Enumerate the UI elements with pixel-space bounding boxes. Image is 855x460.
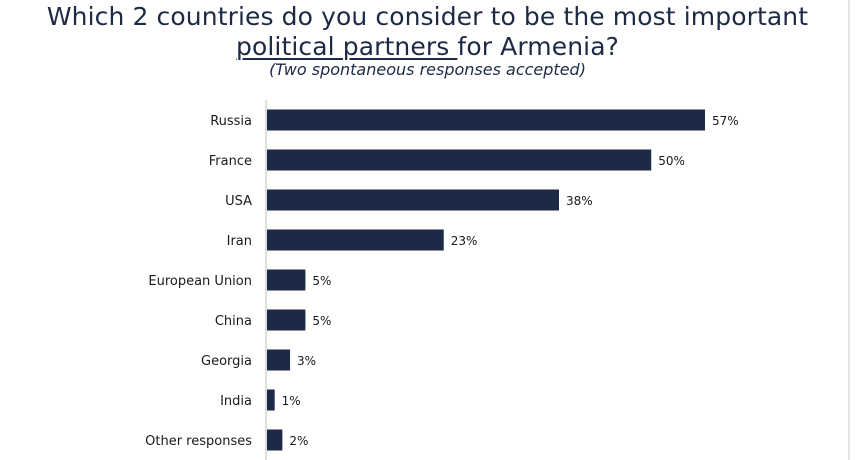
chart-title: Which 2 countries do you consider to be …	[0, 2, 855, 62]
value-label: 2%	[289, 434, 308, 448]
category-label: USA	[225, 194, 252, 209]
bar	[267, 349, 291, 371]
page-edge-divider	[848, 0, 850, 460]
category-label: European Union	[148, 274, 252, 289]
chart-subtitle: (Two spontaneous responses accepted)	[269, 60, 586, 79]
value-label: 38%	[566, 194, 593, 208]
value-label: 23%	[451, 234, 478, 248]
category-label: Iran	[227, 234, 252, 249]
value-label: 5%	[312, 274, 331, 288]
category-label: Russia	[210, 114, 252, 129]
value-label: 50%	[658, 154, 685, 168]
value-label: 5%	[312, 314, 331, 328]
value-label: 1%	[282, 394, 301, 408]
bar	[267, 389, 275, 411]
category-label: China	[215, 314, 252, 329]
category-label: India	[220, 394, 252, 409]
chart-title-underlined-phrase: political partners	[236, 32, 458, 61]
chart-title-line-1: Which 2 countries do you consider to be …	[46, 2, 809, 31]
bar	[267, 309, 306, 331]
chart-title-line-2: political partners for Armenia?	[0, 32, 855, 62]
value-label: 3%	[297, 354, 316, 368]
bar	[267, 269, 306, 291]
category-label: Other responses	[145, 434, 252, 449]
chart-title-rest: for Armenia?	[457, 32, 619, 61]
category-label: Georgia	[201, 354, 252, 369]
bar	[267, 229, 444, 251]
bar-group: Russia 57% France 50% USA 38% Iran 23% European …	[145, 109, 739, 451]
bar	[267, 149, 652, 171]
category-label: France	[209, 154, 252, 169]
bar	[267, 429, 283, 451]
bar	[267, 189, 559, 211]
bar	[267, 109, 705, 131]
value-label: 57%	[712, 114, 739, 128]
